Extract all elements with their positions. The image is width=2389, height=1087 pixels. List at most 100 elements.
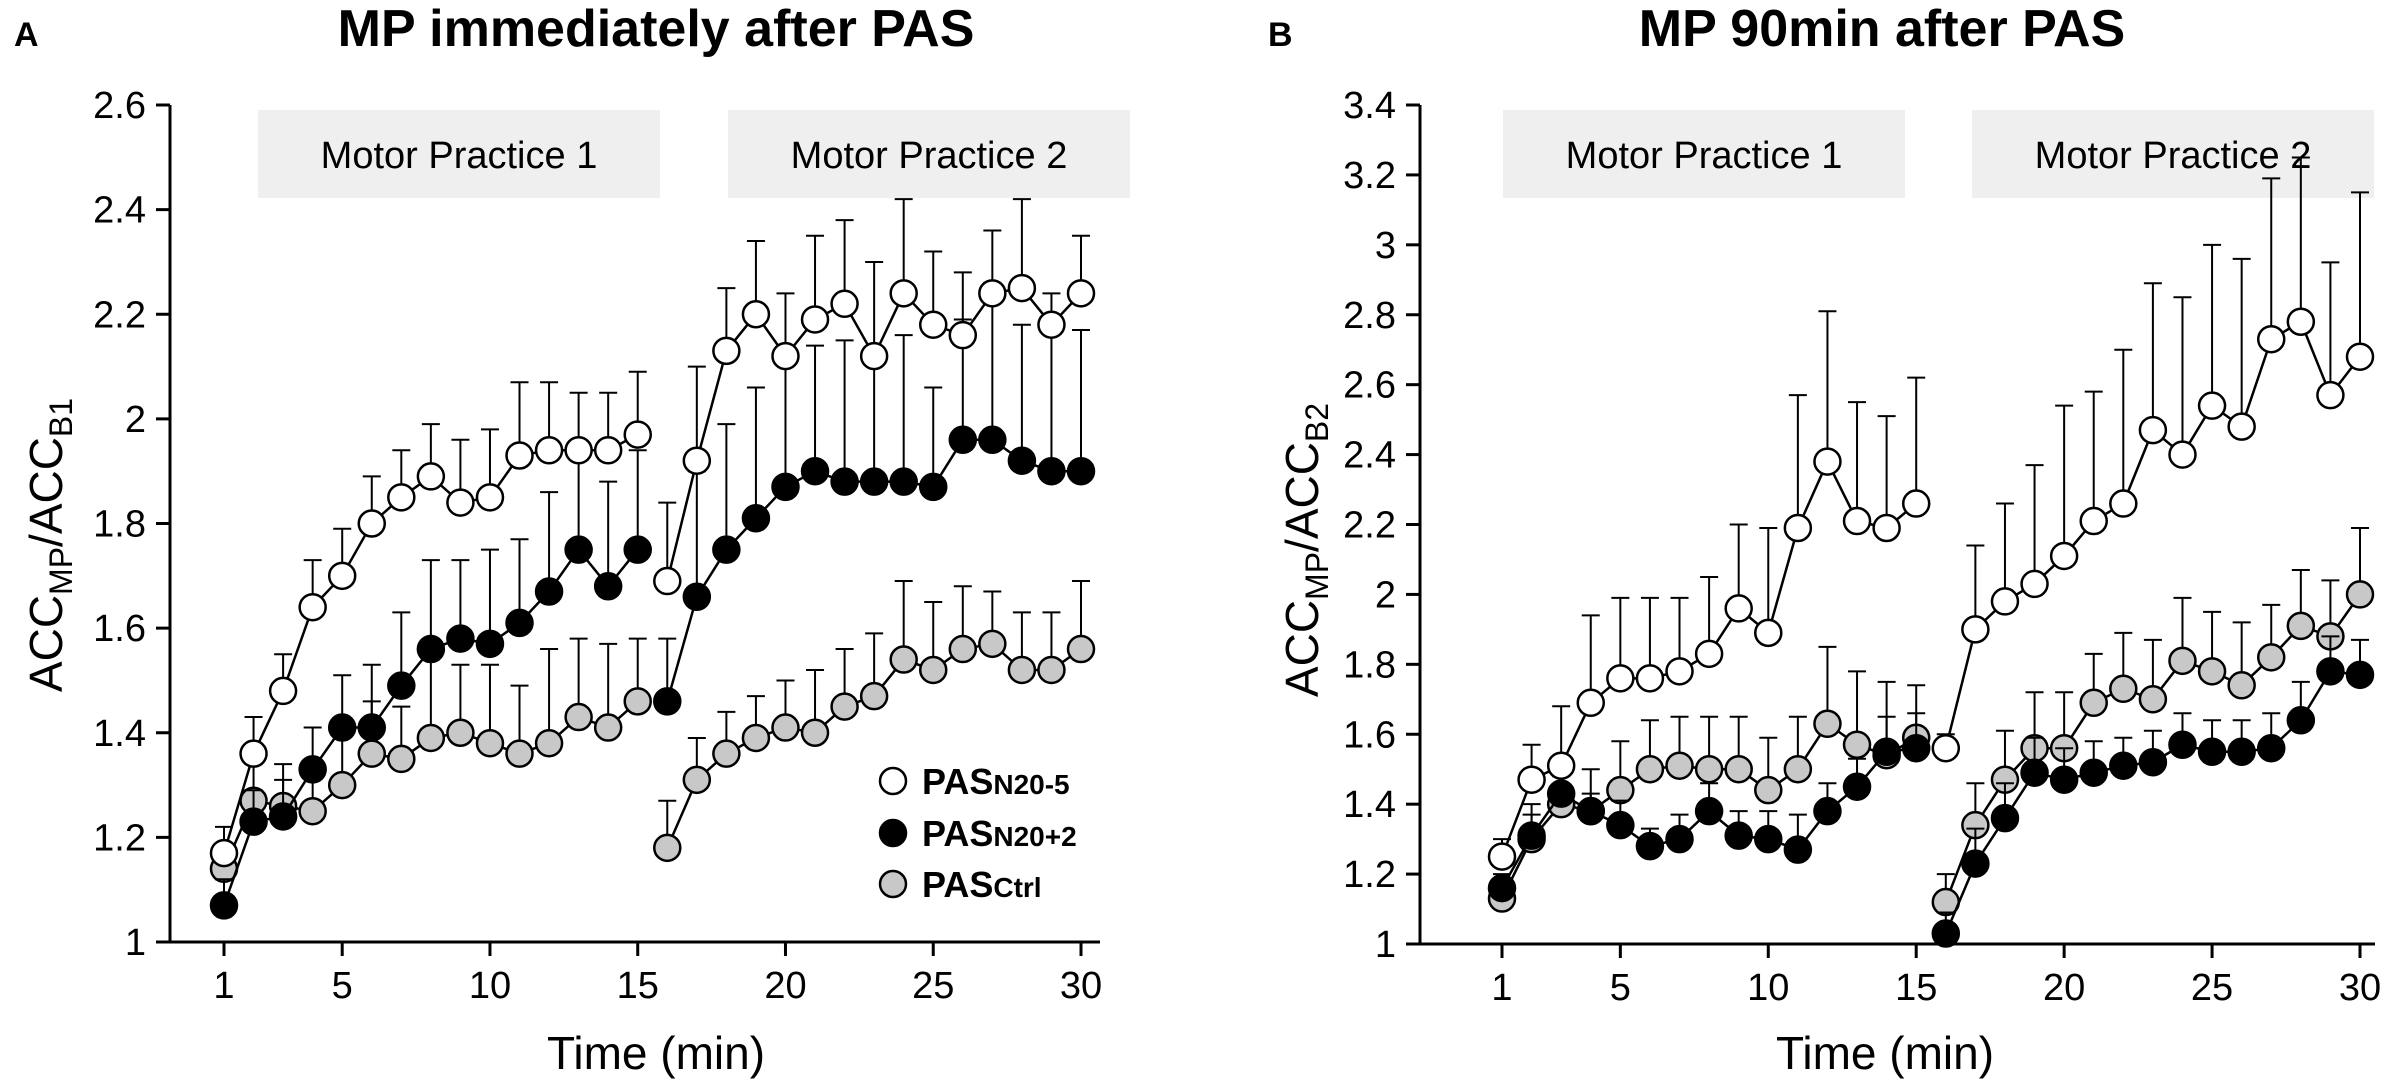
panel-a-data-point-gray bbox=[593, 713, 623, 742]
panel-a-data-point-open bbox=[475, 483, 505, 512]
legend-label-n20-plus-2: PASN20+2 bbox=[922, 813, 1077, 854]
panel-b-data-point-filled bbox=[2049, 765, 2079, 794]
panel-b-data-point-filled bbox=[1754, 824, 1783, 854]
panel-b-data-point-filled bbox=[1546, 779, 1576, 808]
panel-b-data-point-filled bbox=[2316, 657, 2345, 686]
panel-a-data-point-open bbox=[771, 341, 800, 371]
panel-b-data-point-gray bbox=[1754, 775, 1783, 805]
panel-a-data-point-open bbox=[593, 436, 623, 465]
panel-b-data-point-gray bbox=[2345, 580, 2375, 609]
panel-b-data-point-gray bbox=[2138, 685, 2168, 714]
panel-a-data-point-open bbox=[918, 310, 948, 339]
panel-a-y-tick-label: 1.2 bbox=[93, 817, 146, 859]
panel-b-data-point-open bbox=[1813, 447, 1842, 476]
panel-b-data-point-open bbox=[1931, 733, 1961, 763]
panel-a-data-point-gray bbox=[505, 739, 534, 768]
panel-a-plot: 11.21.41.61.822.22.42.61 5 10 15 20 25 30 bbox=[93, 85, 1102, 1007]
panel-a-data-point-open bbox=[239, 739, 268, 768]
panel-b-y-tick-label: 2.8 bbox=[1343, 295, 1396, 337]
panel-b-y-tick-label: 2.2 bbox=[1343, 505, 1396, 547]
panel-a-data-point-gray bbox=[859, 681, 889, 711]
panel-b-data-point-filled bbox=[1724, 821, 1753, 850]
panel-b-data-point-gray bbox=[1783, 754, 1813, 784]
panel-b-data-point-filled bbox=[1783, 835, 1813, 864]
panel-b-data-point-gray bbox=[1635, 754, 1665, 784]
panel-b-data-point-filled bbox=[1813, 796, 1842, 826]
panel-b-title: MP 90min after PAS bbox=[1639, 0, 2125, 58]
panel-a-data-point-open bbox=[327, 561, 357, 591]
panel-a-data-point-filled bbox=[682, 582, 712, 611]
panel-a-data-point-gray bbox=[1066, 634, 1096, 664]
panel-b-letter: B bbox=[1268, 16, 1293, 54]
panel-b-data-point-filled bbox=[2256, 733, 2286, 763]
panel-a-data-point-open bbox=[505, 441, 534, 470]
panel-b-data-point-filled bbox=[2138, 747, 2168, 777]
panel-b-x-tick-label: 15 bbox=[1895, 967, 1937, 1009]
panel-a-data-point-gray bbox=[1007, 655, 1037, 685]
panel-b-data-point-gray bbox=[1842, 730, 1872, 759]
panel-a-data-point-filled bbox=[830, 467, 859, 496]
panel-b-practice-2-label: Motor Practice 2 bbox=[2035, 135, 2312, 177]
panel-a-data-point-filled bbox=[1007, 446, 1037, 475]
panel-b-data-point-open bbox=[1842, 506, 1872, 536]
panel-a-data-point-gray bbox=[889, 645, 918, 674]
panel-b-data-point-filled bbox=[1487, 873, 1517, 903]
panel-a-data-point-filled bbox=[387, 671, 416, 700]
panel-b-series-gray bbox=[1487, 526, 2375, 917]
panel-a-data-point-open bbox=[623, 420, 652, 449]
panel-b-data-point-open bbox=[2079, 506, 2108, 536]
panel-b-data-point-open bbox=[2286, 307, 2316, 336]
panel-a-data-point-filled bbox=[446, 624, 475, 653]
panel-a-data-point-gray bbox=[653, 833, 682, 863]
panel-b-data-point-open bbox=[2109, 489, 2138, 518]
panel-a-practice-2-box bbox=[728, 110, 1130, 198]
panel-b-data-point-open bbox=[1546, 751, 1576, 780]
panel-b-data-point-gray bbox=[1813, 709, 1842, 739]
panel-b-data-point-filled bbox=[2286, 706, 2316, 735]
panel-b-data-point-filled bbox=[2168, 730, 2197, 759]
panel-b-x-tick-label: 20 bbox=[2043, 967, 2085, 1009]
panel-a-x-tick-label: 20 bbox=[764, 965, 806, 1007]
panel-b-data-point-open bbox=[2197, 391, 2227, 420]
panel-a-series-open bbox=[209, 198, 1096, 868]
panel-a-x-axis-title: Time (min) bbox=[547, 1027, 765, 1079]
panel-a-y-tick-label: 1.4 bbox=[93, 713, 146, 755]
panel-a-data-point-filled bbox=[357, 713, 387, 742]
panel-a-data-point-open bbox=[682, 446, 712, 475]
panel-b-data-point-open bbox=[1635, 664, 1665, 693]
panel-a-data-point-filled bbox=[978, 425, 1007, 455]
panel-a-data-point-open bbox=[889, 279, 918, 308]
panel-b-data-point-gray bbox=[1724, 754, 1753, 784]
panel-b-y-tick-label: 1.6 bbox=[1343, 714, 1396, 756]
panel-a-data-point-filled bbox=[534, 577, 564, 606]
panel-b-data-point-gray bbox=[2227, 671, 2256, 700]
panel-b-y-tick-label: 2.6 bbox=[1343, 365, 1396, 407]
panel-b-data-point-gray bbox=[1606, 775, 1635, 805]
panel-b-data-point-open bbox=[2256, 324, 2286, 354]
panel-b-data-point-open bbox=[1694, 639, 1724, 669]
panel-b-data-point-open bbox=[2138, 415, 2168, 445]
panel-b-practice-2-box bbox=[1972, 110, 2374, 198]
panel-b-data-point-filled bbox=[2345, 660, 2375, 690]
panel-b-data-point-filled bbox=[1961, 849, 1990, 878]
panel-a-data-point-filled bbox=[239, 807, 268, 836]
panel-b-data-point-open bbox=[2049, 541, 2079, 571]
panel-a-data-point-gray bbox=[1037, 655, 1066, 685]
panel-a-data-point-filled bbox=[800, 456, 830, 486]
panel-a-data-point-gray bbox=[918, 655, 948, 685]
panel-a-data-point-gray bbox=[564, 702, 593, 732]
panel-a-data-point-gray bbox=[830, 692, 859, 721]
panel-b-series-filled bbox=[1487, 635, 2375, 948]
panel-b-data-point-filled bbox=[1665, 824, 1694, 854]
panel-a-letter: A bbox=[14, 16, 39, 54]
panel-b-x-tick-label: 25 bbox=[2191, 967, 2233, 1009]
panel-b-data-point-open bbox=[2316, 380, 2345, 410]
panel-b-data-point-filled bbox=[1576, 796, 1606, 826]
panel-a-data-point-open bbox=[1037, 310, 1066, 339]
panel-b-data-point-open bbox=[2227, 412, 2256, 441]
panel-b-data-point-filled bbox=[1901, 733, 1931, 763]
panel-a-data-point-gray bbox=[298, 796, 327, 826]
legend: PASN20-5 PASN20+2 PASCtrl bbox=[878, 761, 1077, 905]
panel-a-data-point-open bbox=[446, 488, 475, 517]
panel-a-data-point-filled bbox=[268, 802, 298, 831]
